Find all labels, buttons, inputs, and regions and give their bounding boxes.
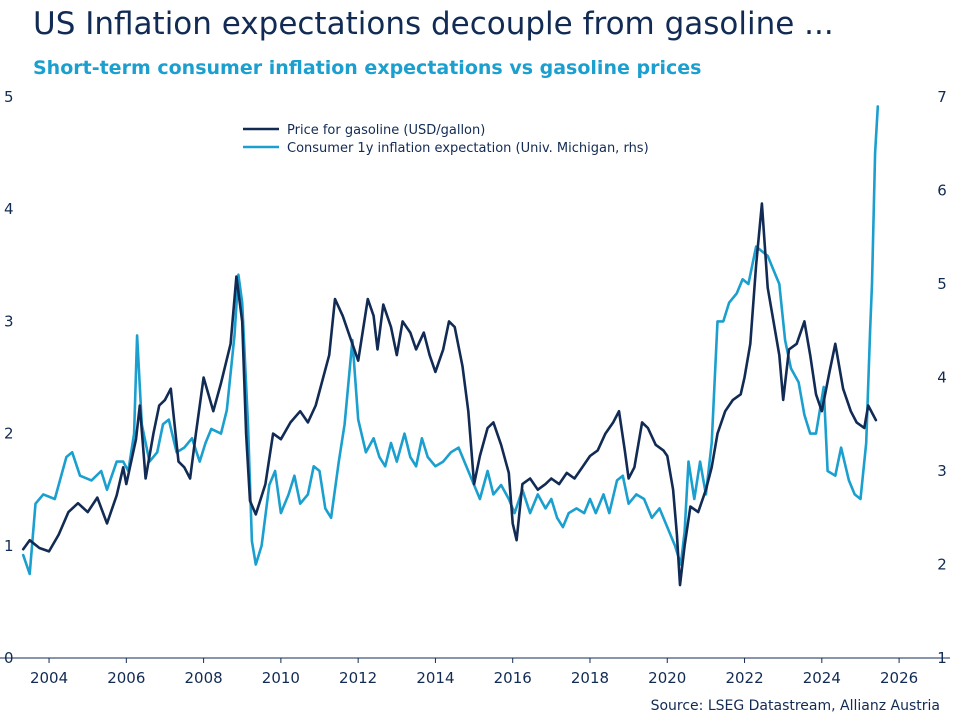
- x-tick-label: 2006: [107, 669, 145, 687]
- legend: Price for gasoline (USD/gallon) Consumer …: [243, 123, 649, 156]
- x-tick-label: 2016: [494, 669, 532, 687]
- left-y-tick-label: 4: [4, 200, 14, 218]
- left-y-tick-label: 5: [4, 88, 14, 106]
- legend-label: Consumer 1y inflation expectation (Univ.…: [287, 141, 649, 156]
- right-y-tick-label: 6: [937, 182, 947, 200]
- right-y-tick-label: 5: [937, 275, 947, 293]
- right-y-tick-label: 2: [937, 556, 947, 574]
- right-y-tick-label: 7: [937, 88, 947, 106]
- x-tick-label: 2012: [339, 669, 377, 687]
- left-y-tick-label: 1: [4, 537, 14, 555]
- x-tick-label: 2010: [262, 669, 300, 687]
- x-tick-label: 2004: [30, 669, 68, 687]
- chart-title: US Inflation expectations decouple from …: [33, 6, 834, 42]
- x-axis-ticks: 2004 2006 2008 2010 2012 2014 2016 2018 2020 2022…: [30, 658, 918, 687]
- source-note: Source: LSEG Datastream, Allianz Austria: [650, 698, 940, 714]
- right-y-tick-label: 4: [937, 369, 947, 387]
- x-tick-label: 2018: [571, 669, 609, 687]
- right-y-tick-label: 3: [937, 462, 947, 480]
- x-tick-label: 2014: [416, 669, 454, 687]
- x-tick-label: 2022: [725, 669, 763, 687]
- series-lines: [21, 105, 880, 587]
- x-tick-label: 2008: [185, 669, 223, 687]
- gasoline-price-line: [21, 202, 878, 587]
- x-tick-label: 2020: [648, 669, 686, 687]
- chart-subtitle: Short-term consumer inflation expectatio…: [33, 57, 702, 79]
- x-tick-label: 2024: [803, 669, 841, 687]
- x-tick-label: 2026: [880, 669, 918, 687]
- inflation-expectation-line: [21, 105, 880, 576]
- legend-label: Price for gasoline (USD/gallon): [287, 123, 485, 138]
- left-y-tick-label: 3: [4, 312, 14, 330]
- left-y-tick-label: 2: [4, 425, 14, 443]
